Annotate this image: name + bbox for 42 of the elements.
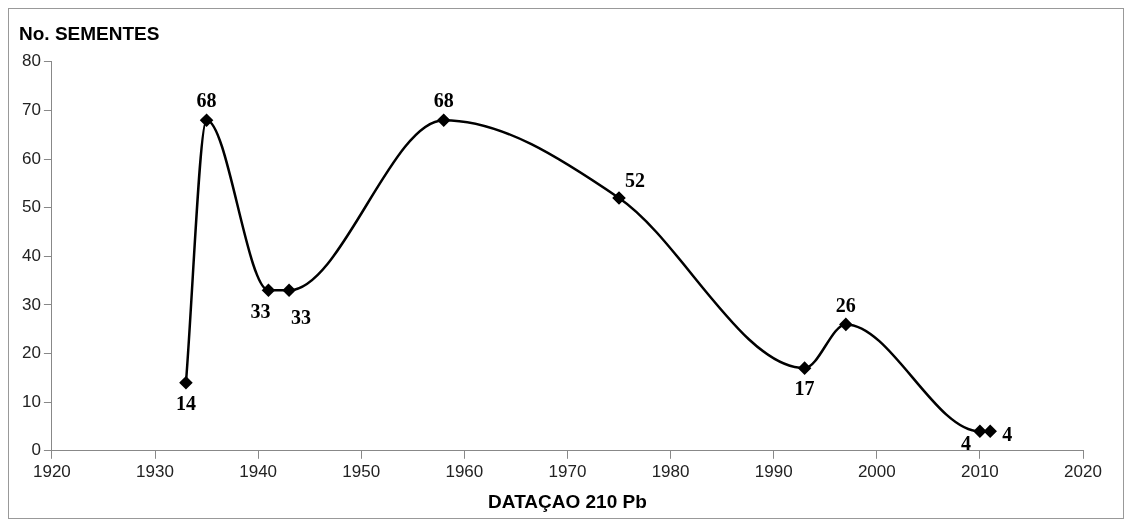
y-axis-title: No. SEMENTES — [19, 22, 160, 44]
y-tick-label: 20 — [21, 343, 41, 363]
x-axis-title: DATAÇAO 210 Pb — [488, 490, 647, 512]
y-tick-label: 0 — [31, 440, 41, 460]
point — [262, 284, 275, 297]
data-label: 17 — [794, 377, 815, 400]
data-label: 4 — [1002, 422, 1013, 445]
data-label: 26 — [835, 293, 856, 316]
data-label: 68 — [433, 89, 454, 112]
y-tick-label: 10 — [21, 391, 41, 411]
x-tick-label: 1960 — [445, 461, 484, 481]
point — [200, 113, 213, 127]
data-label: 14 — [175, 391, 196, 414]
x-tick-label: 1920 — [33, 461, 71, 481]
x-tick-label: 1950 — [342, 461, 381, 481]
x-tick-label: 1930 — [136, 461, 174, 481]
point — [437, 113, 450, 127]
x-tick-label: 2000 — [857, 461, 896, 481]
y-tick-label: 60 — [21, 148, 41, 168]
x-tick-label: 1940 — [239, 461, 278, 481]
point — [612, 191, 626, 205]
point — [798, 361, 811, 375]
y-tick-label: 80 — [21, 51, 41, 71]
point — [973, 425, 987, 438]
x-tick-label: 1980 — [651, 461, 690, 481]
x-tick-label: 2010 — [960, 461, 999, 481]
data-label: 33 — [250, 299, 271, 322]
data-label: 4 — [960, 431, 971, 454]
data-label: 33 — [291, 305, 312, 328]
x-tick-label: 1990 — [754, 461, 793, 481]
y-tick-label: 30 — [21, 294, 41, 314]
point — [839, 318, 853, 331]
y-tick-label: 40 — [21, 245, 41, 265]
x-tick-label: 2020 — [1064, 461, 1102, 481]
point — [179, 376, 193, 389]
x-tick-label: 1970 — [548, 461, 587, 481]
y-tick-label: 70 — [21, 100, 41, 120]
point — [282, 284, 296, 297]
y-tick-label: 50 — [21, 197, 41, 217]
data-label: 68 — [196, 89, 217, 112]
point — [983, 425, 997, 438]
data-label: 52 — [625, 169, 646, 192]
